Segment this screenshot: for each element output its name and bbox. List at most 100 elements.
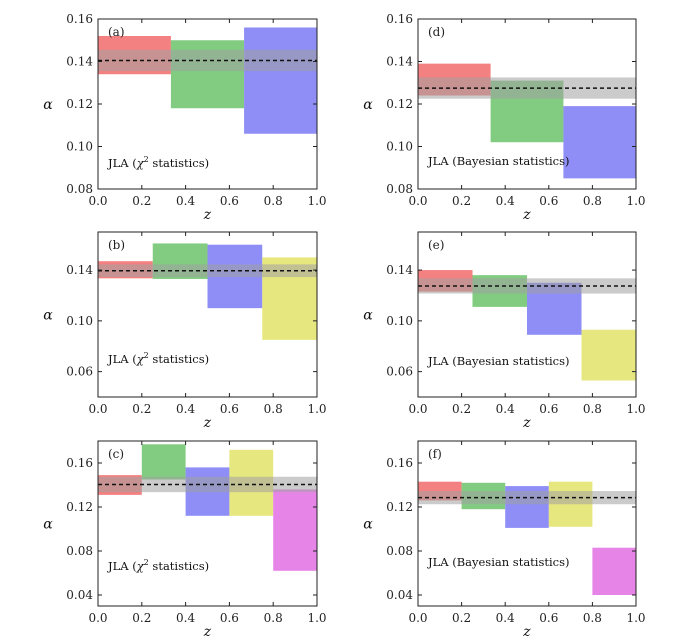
chart-panel: 0.0 0.2 0.4 0.6 0.8 1.0 0.08 0.10 0.12 0.14 0.16 z α… bbox=[363, 12, 645, 223]
x-tick-label: 1.0 bbox=[307, 611, 326, 625]
y-tick-label: 0.14 bbox=[386, 263, 413, 277]
note-sup: 2 bbox=[144, 155, 149, 164]
x-tick-label: 0.4 bbox=[496, 402, 515, 416]
y-tick-label: 0.06 bbox=[386, 365, 413, 379]
y-tick-label: 0.14 bbox=[66, 263, 93, 277]
x-axis-label: z bbox=[203, 415, 212, 431]
x-tick-label: 0.2 bbox=[452, 402, 471, 416]
chart-panel: 0.0 0.2 0.4 0.6 0.8 1.0 0.08 0.10 0.12 0.14 0.16 z α… bbox=[43, 12, 326, 223]
x-tick-label: 0.0 bbox=[408, 194, 427, 208]
x-tick-label: 1.0 bbox=[307, 402, 326, 416]
plot-frame bbox=[97, 231, 318, 398]
note-suffix: statistics) bbox=[149, 352, 209, 366]
x-tick-label: 0.2 bbox=[132, 402, 151, 416]
x-tick-label: 0.2 bbox=[452, 611, 471, 625]
x-tick-label: 0.0 bbox=[408, 611, 427, 625]
bin-rect-blue bbox=[244, 27, 317, 134]
x-tick-label: 0.8 bbox=[583, 402, 602, 416]
x-tick-label: 0.8 bbox=[264, 402, 283, 416]
x-tick-label: 0.0 bbox=[88, 194, 107, 208]
x-tick-label: 1.0 bbox=[626, 194, 645, 208]
chart-panel: 0.0 0.2 0.4 0.6 0.8 1.0 0.04 0.08 0.12 0.16 z α (f) J… bbox=[363, 440, 646, 640]
bin-rect-magenta bbox=[592, 547, 636, 595]
x-tick-label: 0.0 bbox=[88, 402, 107, 416]
x-tick-label: 0.6 bbox=[539, 402, 558, 416]
note-sup: 2 bbox=[144, 351, 149, 360]
y-tick-label: 0.12 bbox=[386, 500, 413, 514]
y-axis-label: α bbox=[43, 308, 53, 324]
panel-note: JLA (Bayesian statistics) bbox=[427, 354, 570, 368]
note-chi: χ bbox=[136, 352, 145, 366]
y-tick-label: 0.04 bbox=[66, 588, 93, 602]
x-tick-label: 0.4 bbox=[176, 194, 195, 208]
panel-label: (b) bbox=[108, 238, 125, 252]
note-prefix: JLA ( bbox=[107, 156, 137, 170]
x-tick-label: 0.4 bbox=[496, 611, 515, 625]
y-tick-label: 0.16 bbox=[386, 456, 413, 470]
y-tick-label: 0.08 bbox=[386, 182, 413, 196]
y-axis-label: α bbox=[43, 97, 53, 113]
x-axis-label: z bbox=[522, 415, 531, 431]
x-axis-label: z bbox=[522, 624, 531, 640]
x-tick-label: 0.2 bbox=[132, 194, 151, 208]
x-tick-label: 0.4 bbox=[176, 611, 195, 625]
bin-rect-magenta bbox=[273, 489, 317, 571]
x-tick-label: 0.2 bbox=[452, 194, 471, 208]
y-tick-label: 0.10 bbox=[66, 140, 93, 154]
panel-note: JLA (χ2 statistics) bbox=[107, 155, 209, 170]
bin-rect-blue bbox=[563, 106, 636, 179]
x-tick-label: 0.6 bbox=[220, 402, 239, 416]
panel-label: (f) bbox=[428, 447, 442, 461]
y-tick-label: 0.08 bbox=[66, 544, 93, 558]
x-tick-label: 0.6 bbox=[220, 194, 239, 208]
y-tick-label: 0.14 bbox=[386, 55, 413, 69]
y-tick-label: 0.10 bbox=[386, 314, 413, 328]
x-axis-label: z bbox=[203, 624, 212, 640]
x-tick-label: 0.8 bbox=[264, 194, 283, 208]
x-tick-label: 1.0 bbox=[626, 402, 645, 416]
x-tick-label: 0.0 bbox=[408, 402, 427, 416]
mean-band bbox=[98, 476, 317, 493]
x-tick-label: 1.0 bbox=[307, 194, 326, 208]
x-tick-label: 0.2 bbox=[132, 611, 151, 625]
y-tick-label: 0.10 bbox=[66, 314, 93, 328]
y-tick-label: 0.10 bbox=[386, 140, 413, 154]
y-tick-label: 0.08 bbox=[386, 544, 413, 558]
x-axis-label: z bbox=[522, 207, 531, 223]
chart-panel: 0.0 0.2 0.4 0.6 0.8 1.0 0.06 0.10 0.14 z α (e) JLA (… bbox=[363, 231, 646, 431]
panel-note: JLA (χ2 statistics) bbox=[107, 351, 209, 366]
note-sup: 2 bbox=[144, 558, 149, 567]
plot-frame bbox=[417, 440, 637, 607]
note-prefix: JLA ( bbox=[107, 352, 137, 366]
panel-label: (a) bbox=[108, 25, 125, 39]
panel-label: (d) bbox=[428, 25, 445, 39]
y-tick-label: 0.06 bbox=[66, 365, 93, 379]
y-tick-label: 0.14 bbox=[66, 55, 93, 69]
y-tick-label: 0.08 bbox=[66, 182, 93, 196]
mean-band bbox=[98, 49, 317, 72]
plot-frame bbox=[417, 231, 637, 398]
y-tick-label: 0.12 bbox=[386, 97, 413, 111]
y-tick-label: 0.16 bbox=[66, 12, 93, 26]
x-tick-label: 0.6 bbox=[539, 194, 558, 208]
x-tick-label: 0.8 bbox=[583, 194, 602, 208]
bin-rect-yellow bbox=[581, 329, 636, 381]
panel-note: JLA (χ2 statistics) bbox=[107, 558, 209, 573]
bin-rect-green bbox=[141, 444, 186, 480]
y-tick-label: 0.16 bbox=[386, 12, 413, 26]
x-tick-label: 0.4 bbox=[176, 402, 195, 416]
panel-note: JLA (Bayesian statistics) bbox=[427, 154, 570, 168]
x-tick-label: 0.6 bbox=[220, 611, 239, 625]
plot-frame bbox=[97, 440, 318, 607]
x-tick-label: 0.6 bbox=[539, 611, 558, 625]
x-tick-label: 1.0 bbox=[626, 611, 645, 625]
note-prefix: JLA ( bbox=[107, 559, 137, 573]
panel-label: (e) bbox=[428, 238, 444, 252]
y-tick-label: 0.16 bbox=[66, 456, 93, 470]
chart-panel: 0.0 0.2 0.4 0.6 0.8 1.0 0.04 0.08 0.12 0.16 z α (c) J… bbox=[43, 440, 327, 640]
y-axis-label: α bbox=[363, 97, 373, 113]
note-chi: χ bbox=[136, 156, 145, 170]
y-tick-label: 0.12 bbox=[66, 500, 93, 514]
note-suffix: statistics) bbox=[149, 156, 209, 170]
